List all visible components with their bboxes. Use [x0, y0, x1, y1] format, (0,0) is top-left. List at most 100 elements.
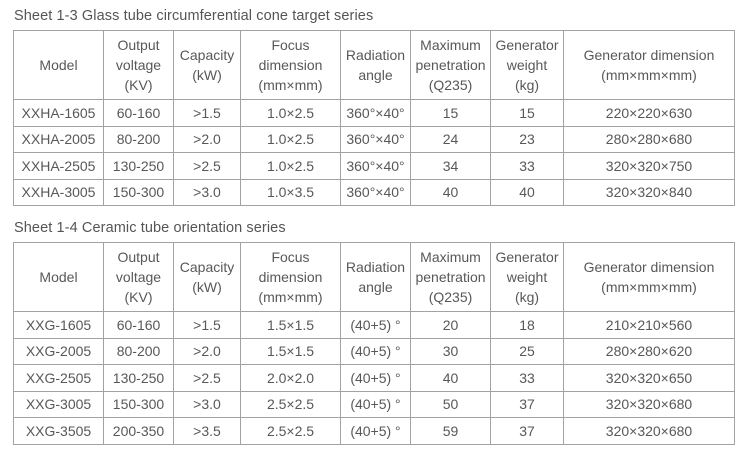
- column-header-1: Output voltage (KV): [103, 30, 174, 100]
- document: Sheet 1-3 Glass tube circumferential con…: [13, 8, 736, 445]
- sheet-1-4-title: Sheet 1-4 Ceramic tube orientation serie…: [14, 220, 286, 236]
- table-cell: 150-300: [103, 178, 174, 206]
- table-cell: 23: [490, 125, 564, 153]
- table-cell: (40+5) °: [340, 390, 411, 418]
- table-cell: 30: [410, 337, 491, 365]
- table-cell: 40: [410, 178, 491, 206]
- model-cell: XXG-3505: [13, 417, 104, 445]
- column-header-3: Focus dimension (mm×mm): [240, 30, 341, 100]
- column-header-4: Radiation angle: [340, 30, 411, 100]
- sheet-1-3-title: Sheet 1-3 Glass tube circumferential con…: [14, 8, 374, 24]
- table-row: XXG-2505 130-250 >2.5 2.0×2.0 (40+5) ° 40 33 32…: [13, 364, 735, 392]
- table-cell: 150-300: [103, 390, 174, 418]
- column-header-5: Maximum penetration (Q235): [410, 242, 491, 312]
- model-cell: XXG-1605: [13, 311, 104, 339]
- sheet-1-4-table: Model Output voltage (KV) Capacity (kW) Foc…: [13, 242, 735, 445]
- table-row: XXG-3005 150-300 >3.0 2.5×2.5 (40+5) ° 50 37 32…: [13, 390, 735, 418]
- column-header-1: Output voltage (KV): [103, 242, 174, 312]
- table-cell: (40+5) °: [340, 417, 411, 445]
- table-cell: 33: [490, 364, 564, 392]
- table-cell: 34: [410, 152, 491, 180]
- table-cell: 18: [490, 311, 564, 339]
- table-cell: (40+5) °: [340, 337, 411, 365]
- column-header-4: Radiation angle: [340, 242, 411, 312]
- table-cell: 360°×40°: [340, 125, 411, 153]
- column-header-0: Model: [13, 242, 104, 312]
- table-cell: 2.5×2.5: [240, 417, 341, 445]
- table-cell: 33: [490, 152, 564, 180]
- table-cell: >1.5: [173, 99, 241, 127]
- table-cell: 24: [410, 125, 491, 153]
- table-cell: 40: [410, 364, 491, 392]
- table-cell: 80-200: [103, 337, 174, 365]
- table-cell: 320×320×680: [563, 417, 735, 445]
- column-header-6: Generator weight (kg): [490, 242, 564, 312]
- sheet-1-3-table: Model Output voltage (KV) Capacity (kW) Foc…: [13, 30, 735, 206]
- column-header-7: Generator dimension (mm×mm×mm): [563, 30, 735, 100]
- sheet-1-3: Sheet 1-3 Glass tube circumferential con…: [13, 8, 736, 206]
- model-cell: XXG-2005: [13, 337, 104, 365]
- table-cell: 37: [490, 390, 564, 418]
- table-cell: >2.0: [173, 125, 241, 153]
- table-row: XXHA-2005 80-200 >2.0 1.0×2.5 360°×40° 24 23 28…: [13, 125, 735, 153]
- table-cell: 1.5×1.5: [240, 311, 341, 339]
- table-row: XXG-3505 200-350 >3.5 2.5×2.5 (40+5) ° 59 37 32…: [13, 417, 735, 445]
- table-cell: 320×320×840: [563, 178, 735, 206]
- table-cell: 40: [490, 178, 564, 206]
- table-cell: >1.5: [173, 311, 241, 339]
- table-cell: 1.0×2.5: [240, 125, 341, 153]
- table-cell: 280×280×620: [563, 337, 735, 365]
- table-cell: 210×210×560: [563, 311, 735, 339]
- column-header-0: Model: [13, 30, 104, 100]
- table-row: XXHA-1605 60-160 >1.5 1.0×2.5 360°×40° 15 15 22…: [13, 99, 735, 127]
- table-cell: 320×320×650: [563, 364, 735, 392]
- table-cell: 60-160: [103, 99, 174, 127]
- model-cell: XXG-2505: [13, 364, 104, 392]
- table-cell: >2.0: [173, 337, 241, 365]
- table-cell: >3.0: [173, 390, 241, 418]
- table-cell: 60-160: [103, 311, 174, 339]
- model-cell: XXHA-1605: [13, 99, 104, 127]
- column-header-3: Focus dimension (mm×mm): [240, 242, 341, 312]
- table-cell: >2.5: [173, 152, 241, 180]
- column-header-6: Generator weight (kg): [490, 30, 564, 100]
- table-cell: 25: [490, 337, 564, 365]
- table-cell: 130-250: [103, 364, 174, 392]
- table-cell: 360°×40°: [340, 99, 411, 127]
- table-cell: 50: [410, 390, 491, 418]
- table-cell: >3.0: [173, 178, 241, 206]
- table-cell: (40+5) °: [340, 364, 411, 392]
- table-cell: 2.0×2.0: [240, 364, 341, 392]
- table-cell: 130-250: [103, 152, 174, 180]
- table-cell: >3.5: [173, 417, 241, 445]
- table-cell: 37: [490, 417, 564, 445]
- table-row: XXG-2005 80-200 >2.0 1.5×1.5 (40+5) ° 30 25 280…: [13, 337, 735, 365]
- column-header-2: Capacity (kW): [173, 30, 241, 100]
- model-cell: XXHA-3005: [13, 178, 104, 206]
- sheet-1-4: Sheet 1-4 Ceramic tube orientation serie…: [13, 220, 736, 445]
- table-row: XXG-1605 60-160 >1.5 1.5×1.5 (40+5) ° 20 18 210…: [13, 311, 735, 339]
- column-header-7: Generator dimension (mm×mm×mm): [563, 242, 735, 312]
- table-cell: 360°×40°: [340, 178, 411, 206]
- table-cell: 59: [410, 417, 491, 445]
- table-cell: 280×280×680: [563, 125, 735, 153]
- table-cell: 1.0×3.5: [240, 178, 341, 206]
- table-cell: 200-350: [103, 417, 174, 445]
- table-cell: 360°×40°: [340, 152, 411, 180]
- table-cell: (40+5) °: [340, 311, 411, 339]
- table-cell: 320×320×680: [563, 390, 735, 418]
- header-row: Model Output voltage (KV) Capacity (kW) Foc…: [13, 242, 735, 312]
- table-cell: 320×320×750: [563, 152, 735, 180]
- table-cell: 20: [410, 311, 491, 339]
- table-row: XXHA-2505 130-250 >2.5 1.0×2.5 360°×40° 34 33 3…: [13, 152, 735, 180]
- table-cell: 1.0×2.5: [240, 99, 341, 127]
- column-header-2: Capacity (kW): [173, 242, 241, 312]
- table-row: XXHA-3005 150-300 >3.0 1.0×3.5 360°×40° 40 40 3…: [13, 178, 735, 206]
- table-cell: 1.0×2.5: [240, 152, 341, 180]
- table-cell: 2.5×2.5: [240, 390, 341, 418]
- table-cell: 1.5×1.5: [240, 337, 341, 365]
- model-cell: XXHA-2505: [13, 152, 104, 180]
- model-cell: XXG-3005: [13, 390, 104, 418]
- table-cell: 220×220×630: [563, 99, 735, 127]
- column-header-5: Maximum penetration (Q235): [410, 30, 491, 100]
